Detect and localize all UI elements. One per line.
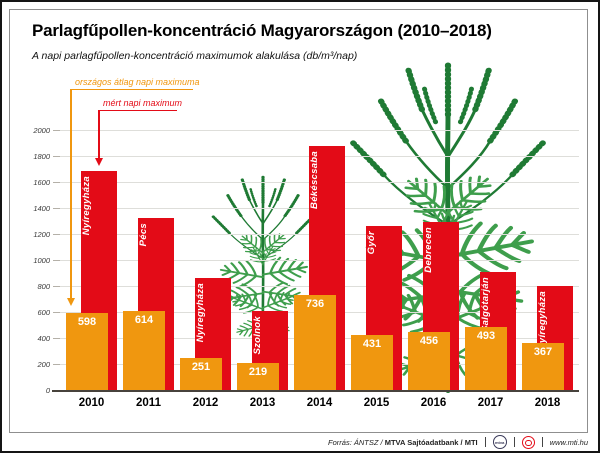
bar-group-2011: Pécs 614 2011: [120, 121, 177, 409]
separator: [541, 437, 543, 447]
y-tick-1600: 1600: [33, 177, 50, 187]
city-label: Békéscsaba: [309, 150, 320, 209]
bar-group-2015: Győr 431 2015: [348, 121, 405, 409]
legend-label-national-average: országos átlag napi maximuma: [70, 77, 200, 90]
bar-national-avg-2017: 493: [465, 326, 507, 391]
bar-groups: Nyíregyháza 598 2010 Pécs 614 2011 Nyíregyháza…: [63, 121, 576, 409]
bar-group-2013: Szolnok 219 2013: [234, 121, 291, 409]
bar-national-avg-2016: 456: [408, 331, 450, 391]
x-tick-2016: 2016: [420, 397, 447, 409]
y-tick-600: 600: [37, 307, 50, 317]
legend-callout-line-red: [98, 111, 100, 158]
bar-chart: 0 200 400 600 800 1000 1200 1400 1600 1800 2000 Ny…: [2, 121, 598, 409]
page-title: Parlagfűpollen-koncentráció Magyarország…: [32, 21, 492, 40]
y-axis-ticks: 0 200 400 600 800 1000 1200 1400 1600 1800 2000: [20, 121, 50, 395]
bar-group-2017: Salgótarján 493 2017: [462, 121, 519, 409]
bar-group-2016: Debrecen 456 2016: [405, 121, 462, 409]
bar-national-avg-2018: 367: [522, 343, 564, 391]
mti-logo-icon: [521, 435, 535, 449]
x-tick-2013: 2013: [249, 397, 276, 409]
y-tick-1800: 1800: [33, 151, 50, 161]
legend-callout-line-orange: [70, 90, 72, 298]
x-tick-2014: 2014: [306, 397, 333, 409]
x-tick-2015: 2015: [363, 397, 390, 409]
bar-national-avg-2012: 251: [180, 358, 222, 391]
city-label: Szolnok: [252, 316, 263, 355]
city-label: Pécs: [138, 223, 149, 247]
city-label: Debrecen: [423, 227, 434, 273]
bar-national-avg-2015: 431: [351, 334, 393, 391]
x-tick-2012: 2012: [192, 397, 219, 409]
page-subtitle: A napi parlagfűpollen-koncentráció maxim…: [32, 50, 358, 62]
bar-group-2014: Békéscsaba 736 2014: [291, 121, 348, 409]
value-label: 367: [533, 346, 553, 359]
y-tick-0: 0: [45, 385, 50, 395]
bar-group-2010: Nyíregyháza 598 2010: [63, 121, 120, 409]
arrow-down-icon: [94, 158, 103, 166]
value-label: 431: [362, 337, 382, 350]
gridline-2000: [53, 130, 579, 131]
bar-national-avg-2010: 598: [66, 313, 108, 391]
x-axis-line: [52, 389, 579, 392]
bar-national-avg-2011: 614: [123, 311, 165, 391]
legend-label-measured-max: mért napi maximum: [98, 98, 182, 111]
bar-national-avg-2014: 736: [294, 295, 336, 391]
city-label: Nyíregyháza: [537, 290, 548, 350]
y-tick-1200: 1200: [33, 229, 50, 239]
website-text: www.mti.hu: [549, 437, 588, 447]
separator: [513, 437, 515, 447]
bar-group-2018: Nyíregyháza 367 2018: [519, 121, 576, 409]
x-tick-2017: 2017: [477, 397, 504, 409]
value-label: 736: [305, 298, 325, 311]
value-label: 598: [77, 316, 97, 329]
x-tick-2018: 2018: [534, 397, 561, 409]
bar-group-2012: Nyíregyháza 251 2012: [177, 121, 234, 409]
city-label: Salgótarján: [480, 277, 491, 333]
x-tick-2011: 2011: [136, 397, 161, 409]
source-text: Forrás: ÁNTSZ / MTVA Sajtóadatbank / MTI: [328, 437, 478, 447]
y-tick-2000: 2000: [33, 125, 50, 135]
y-tick-1000: 1000: [33, 255, 50, 265]
value-label: 456: [419, 334, 439, 347]
value-label: 251: [191, 361, 211, 374]
footer-bar: Forrás: ÁNTSZ / MTVA Sajtóadatbank / MTI…: [2, 433, 598, 451]
arrow-down-icon: [66, 298, 75, 306]
separator: [484, 437, 486, 447]
y-tick-200: 200: [37, 359, 50, 369]
bar-national-avg-2013: 219: [237, 362, 279, 391]
city-label: Nyíregyháza: [195, 282, 206, 343]
value-label: 493: [476, 329, 496, 342]
value-label: 614: [134, 314, 154, 327]
y-tick-800: 800: [37, 281, 50, 291]
y-tick-400: 400: [37, 333, 50, 343]
city-label: Nyíregyháza: [81, 176, 92, 236]
y-tick-1400: 1400: [33, 203, 50, 213]
mtva-logo-icon: mtva: [492, 435, 507, 449]
value-label: 219: [248, 365, 268, 378]
city-label: Győr: [366, 230, 377, 255]
x-tick-2010: 2010: [78, 397, 105, 409]
